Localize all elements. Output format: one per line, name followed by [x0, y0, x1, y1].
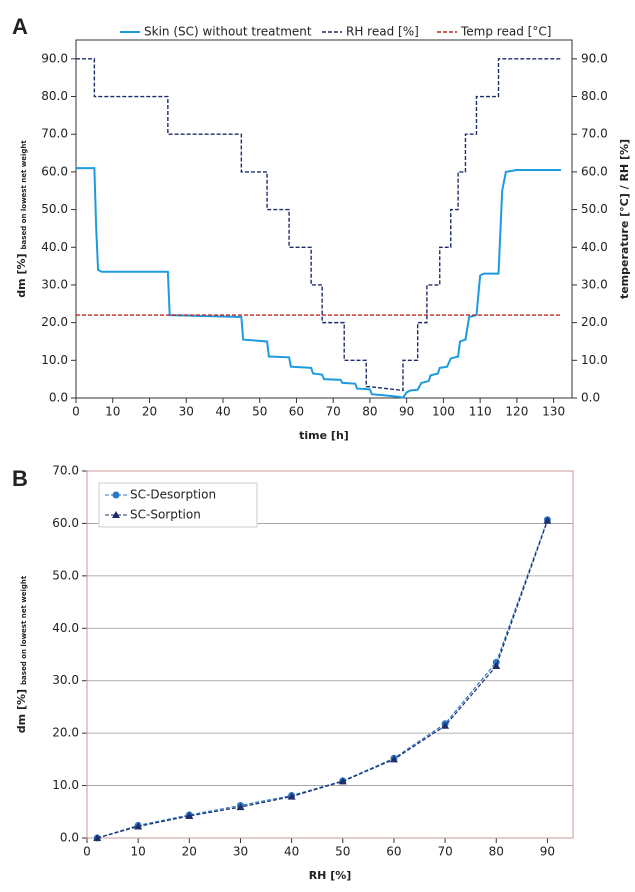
series-line — [76, 167, 561, 399]
marker — [441, 721, 450, 729]
x-tick-label: 80 — [489, 845, 504, 859]
y2-tick-label: 20.0 — [581, 315, 608, 329]
marker — [185, 811, 194, 819]
marker — [236, 803, 245, 811]
y-tick-label: 40.0 — [52, 621, 79, 635]
y-axis-title-sub: based on lowest net weight — [20, 575, 28, 685]
y-tick-label: 10.0 — [52, 778, 79, 792]
y-tick-label: 30.0 — [52, 673, 79, 687]
series-line — [97, 519, 548, 839]
y2-tick-label: 30.0 — [581, 277, 608, 291]
y2-tick-label: 70.0 — [581, 127, 608, 141]
legend-label: SC-Desorption — [130, 488, 216, 502]
x-tick-label: 50 — [335, 845, 350, 859]
series-line — [76, 58, 561, 392]
y2-tick-label: 40.0 — [581, 240, 608, 254]
y2-tick-label: 50.0 — [581, 202, 608, 216]
marker — [338, 777, 347, 785]
marker — [543, 516, 552, 524]
series-line — [97, 520, 548, 839]
x-tick-label: 40 — [215, 405, 230, 419]
x-tick-label: 100 — [432, 405, 455, 419]
y-axis-title-main: dm [%] — [15, 689, 28, 733]
marker — [134, 822, 143, 830]
y-tick-label: 10.0 — [41, 353, 68, 367]
y-tick-label: 60.0 — [52, 516, 79, 530]
y2-tick-label: 10.0 — [581, 353, 608, 367]
y-tick-label: 0.0 — [49, 391, 68, 405]
x-axis-title: time [h] — [299, 429, 349, 442]
y-tick-label: 60.0 — [41, 164, 68, 178]
plot-border — [86, 470, 574, 839]
y-tick-label: 30.0 — [41, 277, 68, 291]
x-tick-label: 120 — [505, 405, 528, 419]
x-tick-label: 20 — [142, 405, 157, 419]
legend-label: Skin (SC) without treatment — [144, 25, 312, 39]
y-axis-title-sub: based on lowest net weight — [20, 140, 28, 250]
y2-tick-label: 80.0 — [581, 89, 608, 103]
x-tick-label: 70 — [326, 405, 341, 419]
x-tick-label: 10 — [131, 845, 146, 859]
y2-tick-label: 90.0 — [581, 51, 608, 65]
panel-label: B — [12, 466, 28, 491]
x-tick-label: 60 — [289, 405, 304, 419]
x-tick-label: 50 — [252, 405, 267, 419]
marker — [389, 755, 398, 763]
y-tick-label: 70.0 — [52, 464, 79, 478]
y-tick-label: 20.0 — [52, 726, 79, 740]
y-tick-label: 0.0 — [60, 831, 79, 845]
x-tick-label: 130 — [542, 405, 565, 419]
panel-label: A — [12, 14, 28, 39]
marker — [492, 662, 501, 670]
marker — [93, 834, 102, 841]
y-tick-label: 70.0 — [41, 127, 68, 141]
y2-tick-label: 0.0 — [581, 391, 600, 405]
x-tick-label: 20 — [182, 845, 197, 859]
y-axis-title: dm [%] based on lowest net weight — [15, 575, 28, 733]
legend-marker — [112, 511, 120, 518]
y-tick-label: 40.0 — [41, 240, 68, 254]
x-tick-label: 80 — [362, 405, 377, 419]
x-tick-label: 40 — [284, 845, 299, 859]
x-tick-label: 30 — [179, 405, 194, 419]
y-tick-label: 20.0 — [41, 315, 68, 329]
y2-tick-label: 60.0 — [581, 164, 608, 178]
x-axis-title: RH [%] — [309, 869, 352, 882]
y-axis-title: dm [%] based on lowest net weight — [15, 140, 28, 298]
y-axis-title-main: dm [%] — [15, 253, 28, 297]
legend-marker — [112, 491, 120, 499]
marker — [287, 792, 296, 800]
x-tick-label: 90 — [540, 845, 555, 859]
plot-border — [75, 39, 573, 399]
x-tick-label: 10 — [105, 405, 120, 419]
legend-box — [98, 482, 258, 528]
x-tick-label: 60 — [386, 845, 401, 859]
x-tick-label: 30 — [233, 845, 248, 859]
x-tick-label: 70 — [437, 845, 452, 859]
x-tick-label: 0 — [72, 405, 80, 419]
x-tick-label: 110 — [469, 405, 492, 419]
y-tick-label: 80.0 — [41, 89, 68, 103]
y-tick-label: 90.0 — [41, 51, 68, 65]
x-tick-label: 0 — [83, 845, 91, 859]
y-tick-label: 50.0 — [52, 568, 79, 582]
legend-label: SC-Sorption — [130, 508, 201, 522]
y2-axis-title: temperature [°C] / RH [%] — [618, 139, 631, 299]
y-tick-label: 50.0 — [41, 202, 68, 216]
legend-label: RH read [%] — [346, 25, 419, 39]
legend-label: Temp read [°C] — [460, 25, 551, 39]
x-tick-label: 90 — [399, 405, 414, 419]
